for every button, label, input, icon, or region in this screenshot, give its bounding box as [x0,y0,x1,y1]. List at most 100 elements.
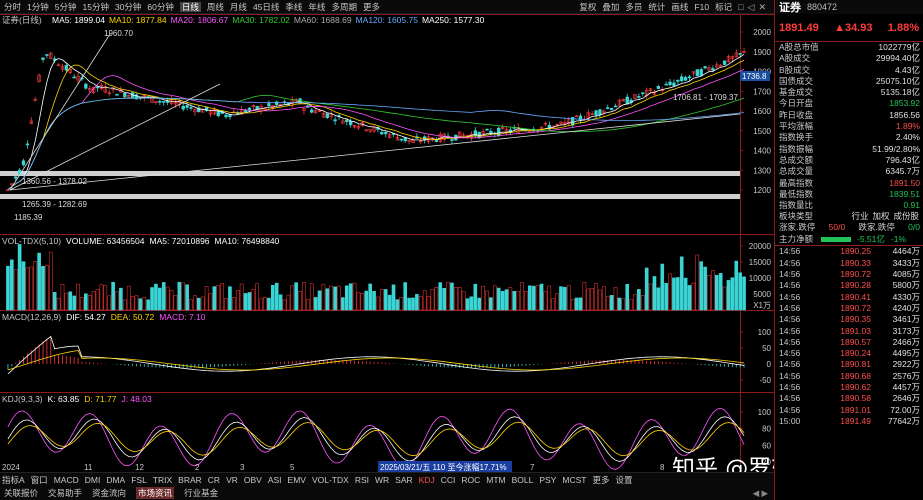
chart-area[interactable]: 证券(日线) MA5: 1899.04 MA10: 1877.84 MA20: 180… [0,14,774,472]
indicator-tab[interactable]: MCST [562,474,587,485]
tick-price: 1890.35 [840,314,871,325]
candle-body [726,56,731,63]
back-icon[interactable]: ◁ [747,1,755,12]
x-axis-label: 7 [530,463,535,472]
price-row: 1891.49 ▲34.93 1.88% [775,14,923,42]
indicator-tab[interactable]: TRIX [152,474,173,485]
stat-value: 1856.56 [889,109,920,120]
indicator-tab[interactable]: MTM [486,474,506,485]
indicator-tab[interactable]: 窗口 [30,474,48,485]
period-tab[interactable]: 年线 [308,1,326,12]
kdj-k-line [7,416,745,462]
ma-legend-item: MA60: 1688.69 [294,15,352,25]
period-tab[interactable]: 30分钟 [114,1,142,12]
tool-button[interactable]: 画线 [671,2,689,12]
candle-body [88,88,92,91]
board-tab[interactable]: 加权 [872,211,890,222]
candle-body [25,143,30,146]
trend-line [9,113,741,191]
bottom-tab[interactable]: 行业基金 [184,488,219,498]
volume-bar [64,292,69,311]
bottom-tab[interactable]: 交易助手 [48,488,83,498]
indicator-tab[interactable]: OBV [243,474,262,485]
candle-body [656,86,661,89]
period-tab[interactable]: 5分钟 [54,1,77,12]
period-tab[interactable]: 季线 [285,1,303,12]
indicator-tab[interactable]: DMI [84,474,101,485]
volume-bar [528,285,532,311]
volume-bar [150,287,154,311]
period-tab[interactable]: 月线 [229,1,247,12]
volume-bar [325,288,330,311]
indicator-tab[interactable]: ROC [461,474,481,485]
indicator-tab[interactable]: FSL [131,474,147,485]
candle-body [707,67,711,71]
bottom-tab[interactable]: 资金流向 [92,488,127,498]
indicator-tab[interactable]: VR [226,474,238,485]
tick-row: 14:56 1891.03 3173万 [775,326,923,337]
board-tab[interactable]: 行业 [851,211,869,222]
indicator-tab[interactable]: BRAR [178,474,202,485]
volume-bar [648,283,653,311]
close-icon[interactable]: ✕ [758,1,766,12]
stat-value: 0.91 [903,200,920,211]
period-tab[interactable]: 周线 [206,1,224,12]
volume-bar [177,281,182,311]
candle-body [606,107,610,109]
indicator-tab[interactable]: 指标A [2,474,25,485]
tool-button[interactable]: 多员 [625,2,643,12]
indicator-tab[interactable]: CCI [440,474,456,485]
period-tab[interactable]: 分时 [4,1,22,12]
tick-price: 1891.01 [840,404,871,415]
period-tab[interactable]: 45日线 [252,1,280,12]
volume-bar [165,286,170,311]
bottom-tab[interactable]: 关联报价 [4,488,39,498]
tool-button[interactable]: 叠加 [602,2,620,12]
indicator-tab[interactable]: ASI [267,474,282,485]
indicator-tab[interactable]: KDJ [418,474,435,485]
candle-body [189,107,193,109]
period-tab[interactable]: 更多 [362,1,380,12]
period-tab[interactable]: 多周期 [331,1,357,12]
board-tab[interactable]: 成份股 [893,211,919,222]
candle-body [162,101,166,103]
volume-bar [278,294,283,311]
indicator-tab[interactable]: CR [207,474,221,485]
candle-body [380,131,384,135]
candle-body [333,119,337,122]
volume-bar [722,286,727,311]
scroll-arrows-icon[interactable]: ◀ ▶ [752,487,768,498]
period-tab[interactable]: 60分钟 [147,1,174,12]
ma-line [7,97,745,190]
indicator-tab[interactable]: PSY [539,474,557,485]
volume-legend: VOL-TDX(5,10) VOLUME: 63456504 MA5: 720108… [2,236,280,246]
tool-button[interactable]: 标记 [715,2,733,12]
bottom-tab[interactable]: 市场资讯 [136,487,175,499]
period-tab[interactable]: 1分钟 [27,1,49,12]
tick-volume: 3173万 [892,325,920,336]
volume-bar [531,285,536,311]
tool-button[interactable]: 复权 [579,2,597,12]
period-tab[interactable]: 日线 [179,1,201,12]
range-annotation: 1706.81 - 1709.37 [673,93,738,102]
volume-bar [637,289,641,311]
indicator-tab[interactable]: VOL-TDX [311,474,349,485]
tick-list[interactable]: 14:56 1890.25 4464万 14:56 1890.33 3433万 14:56 1… [775,246,923,427]
indicator-tab[interactable]: DMA [106,474,126,485]
indicator-tab[interactable]: SAR [395,474,413,485]
volume-bar [126,285,131,311]
tool-button[interactable]: F10 [694,2,710,12]
candle-body [267,103,271,107]
candle-body [528,130,532,133]
indicator-tab[interactable]: 设置 [615,474,633,485]
indicator-tab[interactable]: BOLL [511,474,534,485]
window-icon[interactable]: □ [738,2,744,12]
indicator-tab[interactable]: RSI [354,474,369,485]
indicator-tab[interactable]: MACD [53,474,79,485]
indicator-tab[interactable]: EMV [287,474,306,485]
indicator-tab[interactable]: WR [374,474,390,485]
indicator-tab[interactable]: 更多 [592,474,610,485]
period-tab[interactable]: 15分钟 [82,1,109,12]
tick-volume: 3433万 [892,257,920,268]
tool-button[interactable]: 统计 [648,2,666,12]
